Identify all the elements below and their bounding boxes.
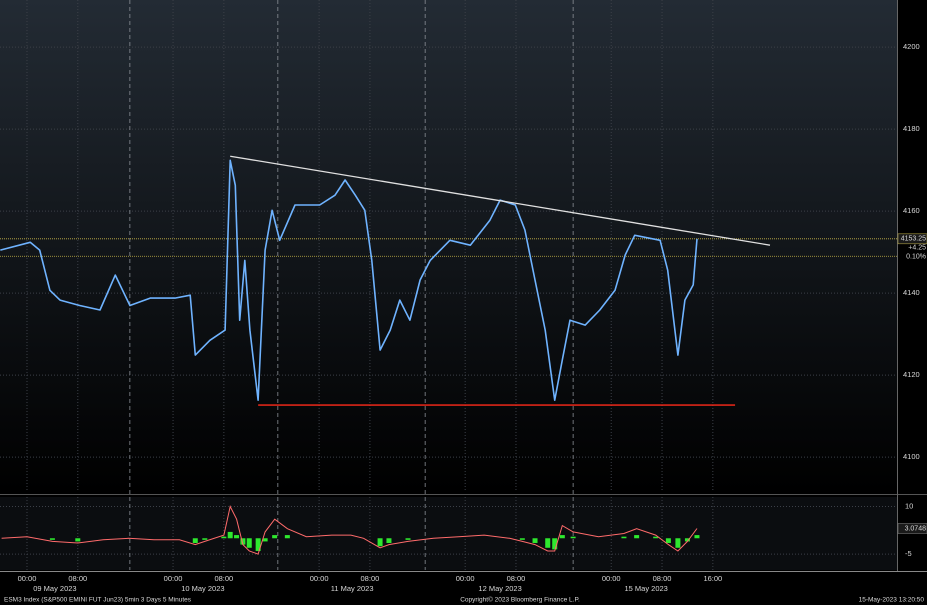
histogram-bar	[559, 535, 565, 539]
x-tick-label: 16:00	[703, 574, 722, 583]
y-tick-label: 4160	[903, 206, 920, 215]
last-price-label: 4153.25	[901, 236, 926, 243]
histogram-bar	[405, 538, 411, 540]
x-tick-label: 08:00	[361, 574, 380, 583]
oscillator-line	[1, 505, 698, 555]
y-tick-label: 4180	[903, 124, 920, 133]
histogram-bar	[284, 535, 290, 539]
histogram-bar	[665, 538, 671, 544]
x-tick-label: 00:00	[18, 574, 37, 583]
y-tick-label: 4200	[903, 42, 920, 51]
histogram-bar	[675, 538, 681, 548]
last-price-tag	[897, 233, 927, 245]
histogram-bar	[221, 536, 227, 539]
x-tick-label: 00:00	[602, 574, 621, 583]
histogram-bar	[634, 535, 640, 539]
histogram-bar	[694, 535, 700, 539]
histogram-bar	[75, 538, 81, 542]
timestamp: 15-May-2023 13:20:50	[859, 597, 925, 604]
y-tick-label: 4140	[903, 288, 920, 297]
date-label: 09 May 2023	[33, 584, 76, 593]
histogram-bar	[552, 538, 558, 550]
histogram-bar	[202, 538, 208, 540]
histogram-bar	[519, 538, 525, 540]
y-tick-label: 10	[905, 502, 913, 511]
copyright: Copyright© 2023 Bloomberg Finance L.P.	[460, 596, 580, 604]
histogram-bar	[272, 535, 278, 539]
change-label: +4.25	[908, 245, 926, 252]
x-tick-label: 08:00	[68, 574, 87, 583]
date-label: 11 May 2023	[331, 584, 374, 593]
x-tick-label: 08:00	[653, 574, 672, 583]
histogram-bar	[545, 538, 551, 548]
histogram-bar	[653, 536, 659, 539]
histogram-bar	[570, 536, 576, 539]
histogram-bar	[377, 538, 383, 547]
oscillator-last-label: 3.0748	[905, 525, 927, 532]
y-tick-label: 4120	[903, 370, 920, 379]
x-tick-label: 08:00	[507, 574, 526, 583]
x-tick-label: 00:00	[164, 574, 183, 583]
date-label: 10 May 2023	[181, 584, 224, 593]
y-tick-label: -5	[905, 549, 912, 558]
date-label: 15 May 2023	[624, 584, 667, 593]
ticker: ESM3 Index (S&P500 EMINI FUT Jun23) 5min…	[4, 597, 192, 604]
oscillator-panel	[0, 497, 897, 570]
histogram-bar	[49, 538, 55, 540]
histogram-bar	[246, 538, 252, 548]
histogram-bar	[192, 538, 198, 544]
histogram-bar	[532, 538, 538, 544]
annotation-line	[230, 155, 771, 246]
x-tick-label: 08:00	[214, 574, 233, 583]
x-tick-label: 00:00	[456, 574, 475, 583]
price-line	[0, 159, 698, 401]
oscillator-tag	[897, 523, 927, 534]
price-panel	[0, 0, 897, 492]
histogram-bar	[234, 535, 240, 539]
histogram-bar	[255, 538, 261, 551]
change-pct-label: 0.10%	[906, 254, 926, 261]
histogram-bar	[684, 538, 690, 542]
y-tick-label: 4100	[903, 452, 920, 461]
x-tick-label: 00:00	[310, 574, 329, 583]
histogram-bar	[386, 538, 392, 544]
histogram-bar	[240, 538, 246, 545]
date-label: 12 May 2023	[478, 584, 521, 593]
histogram-bar	[621, 536, 627, 539]
histogram-bar	[227, 531, 233, 539]
histogram-bar	[262, 538, 268, 542]
